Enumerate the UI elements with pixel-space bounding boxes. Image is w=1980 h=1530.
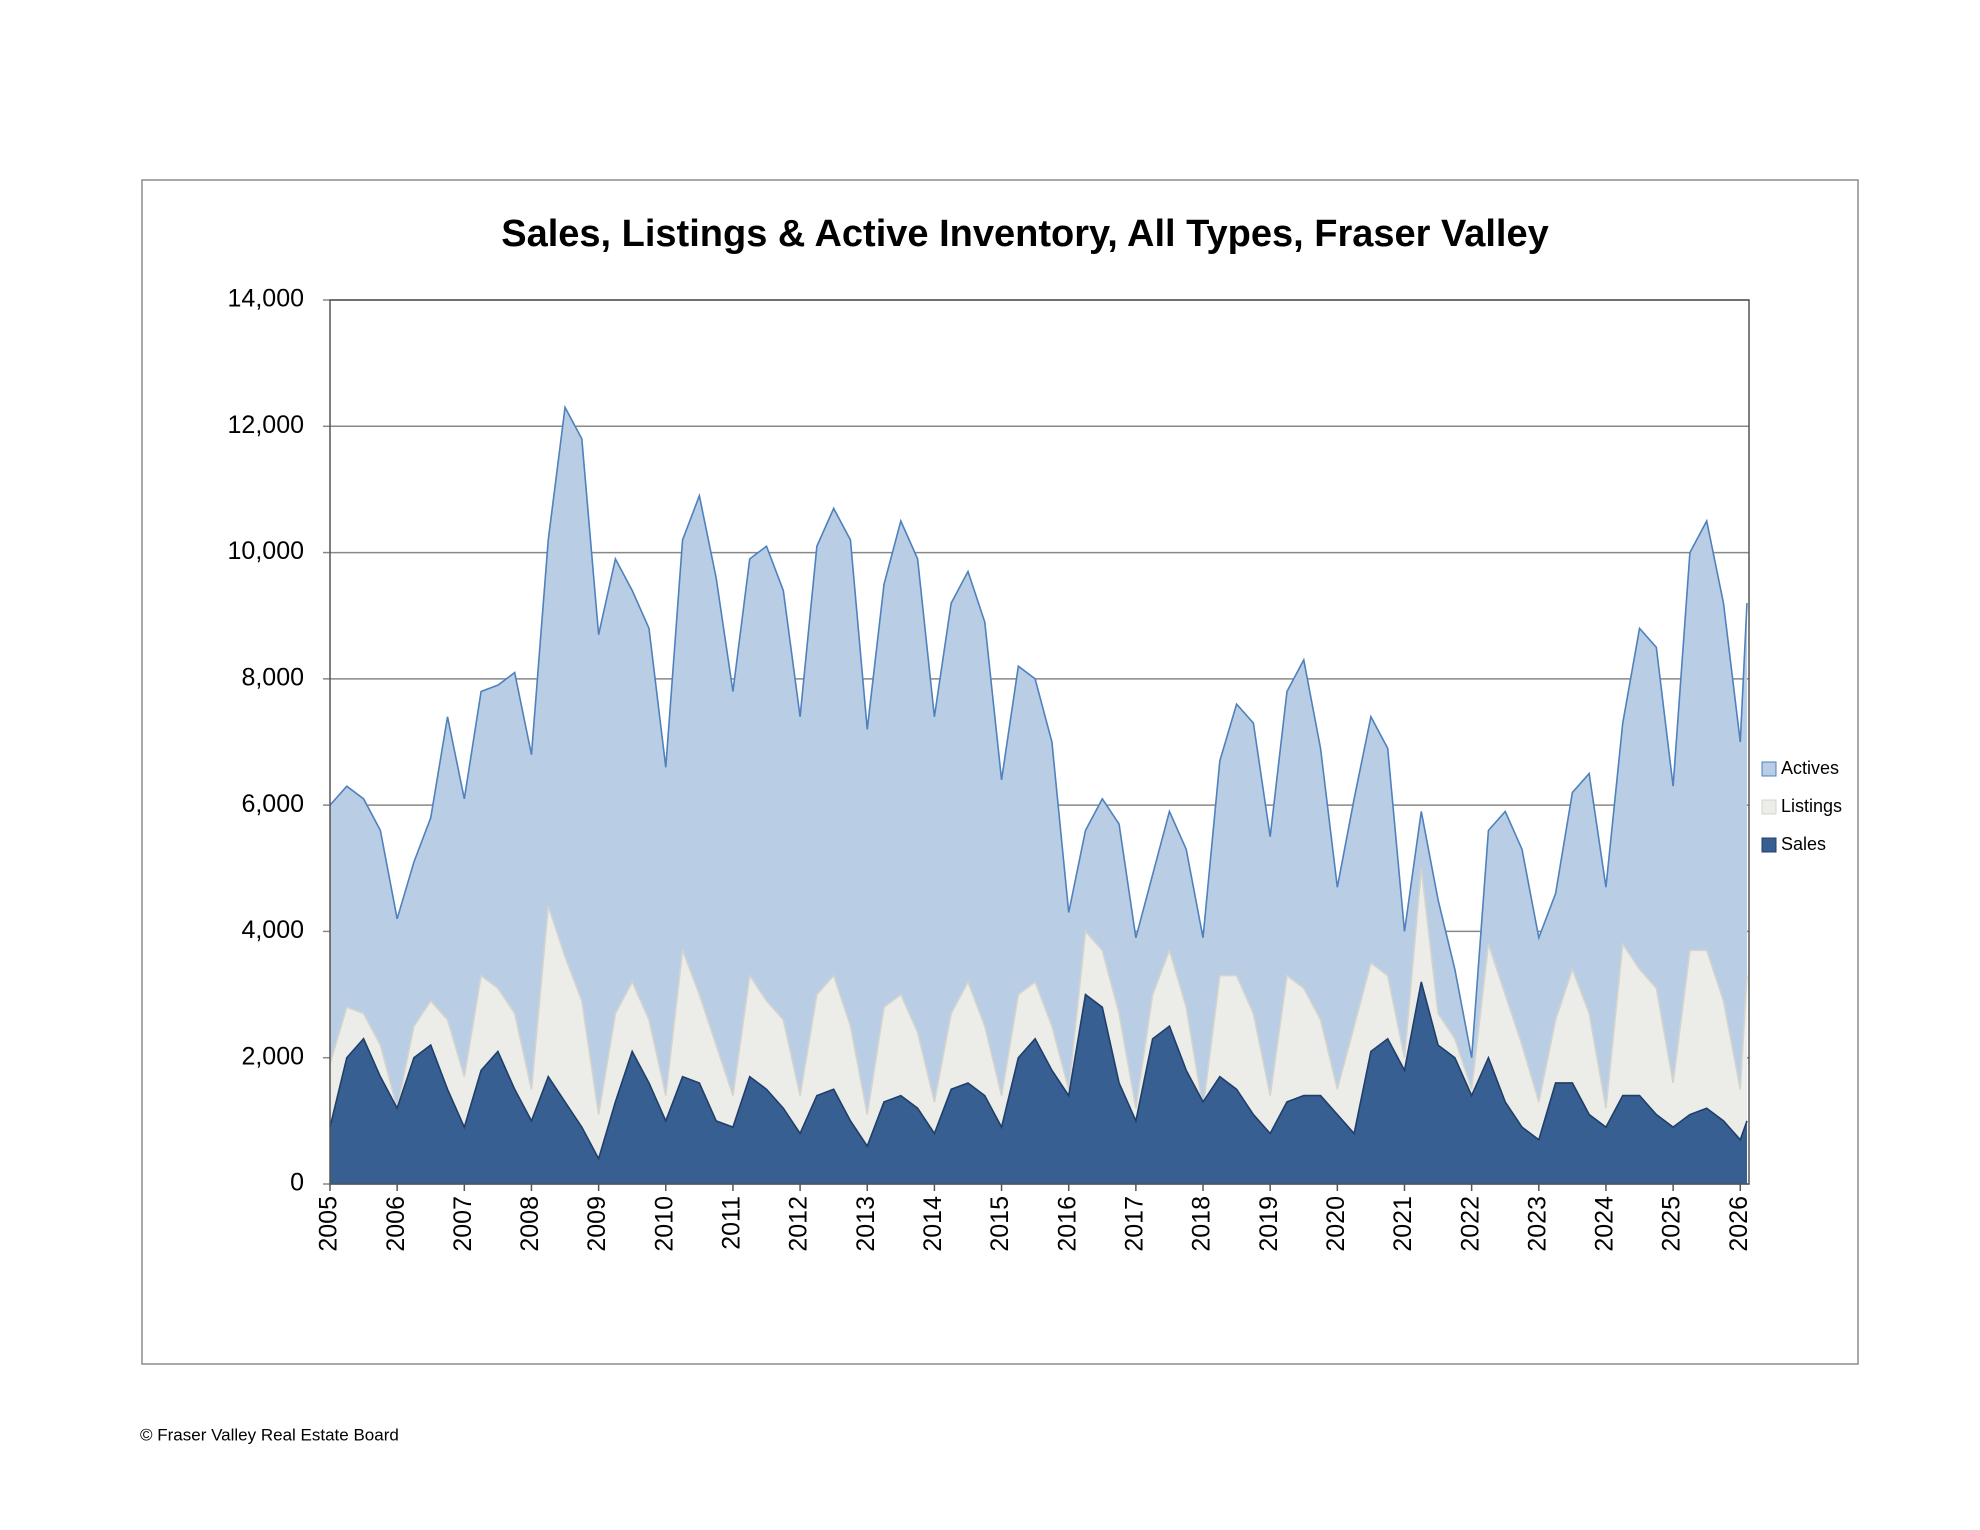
- x-tick-label: 2023: [1523, 1196, 1551, 1252]
- x-tick-label: 2019: [1255, 1196, 1283, 1252]
- x-tick-label: 2015: [986, 1196, 1014, 1252]
- x-tick-label: 2009: [583, 1196, 611, 1252]
- y-tick-label: 6,000: [241, 790, 304, 818]
- y-tick-label: 10,000: [228, 537, 304, 565]
- legend-swatch: [1761, 761, 1777, 777]
- x-tick-label: 2012: [785, 1196, 813, 1252]
- x-tick-label: 2026: [1725, 1196, 1753, 1252]
- chart-title: Sales, Listings & Active Inventory, All …: [501, 213, 1549, 255]
- x-tick-label: 2007: [449, 1196, 477, 1252]
- legend-label: Sales: [1781, 834, 1826, 854]
- legend-label: Listings: [1781, 796, 1842, 816]
- x-tick-label: 2011: [718, 1196, 746, 1250]
- area-line: [329, 981, 1748, 1161]
- x-tick-label: 2005: [315, 1196, 343, 1252]
- x-tick-label: 2018: [1188, 1196, 1216, 1252]
- x-tick-label: 2017: [1120, 1196, 1148, 1252]
- legend-swatch: [1761, 799, 1777, 815]
- x-tick-label: 2013: [852, 1196, 880, 1252]
- x-tick-label: 2022: [1456, 1196, 1484, 1252]
- legend-label: Actives: [1781, 758, 1839, 778]
- area-line: [329, 868, 1748, 1115]
- area-fill: [330, 981, 1747, 1184]
- x-tick-label: 2014: [919, 1196, 947, 1252]
- footer: © Fraser Valley Real Estate Board: [140, 1425, 399, 1444]
- x-tick-label: 2024: [1591, 1196, 1619, 1252]
- y-tick-label: 0: [290, 1169, 304, 1197]
- y-tick-label: 12,000: [228, 411, 304, 439]
- y-tick-label: 4,000: [241, 916, 304, 944]
- x-tick-label: 2010: [650, 1196, 678, 1252]
- x-tick-label: 2021: [1389, 1196, 1417, 1252]
- legend-swatch: [1761, 837, 1777, 853]
- plot-frame: [329, 299, 1750, 1185]
- x-tick-label: 2025: [1658, 1196, 1686, 1252]
- x-tick-label: 2016: [1053, 1196, 1081, 1252]
- x-tick-label: 2020: [1322, 1196, 1350, 1252]
- y-tick-label: 2,000: [241, 1042, 304, 1070]
- x-tick-label: 2006: [382, 1196, 410, 1252]
- area-line: [329, 404, 1748, 1058]
- x-tick-label: 2008: [516, 1196, 544, 1252]
- y-tick-label: 8,000: [241, 663, 304, 691]
- y-tick-label: 14,000: [228, 285, 304, 313]
